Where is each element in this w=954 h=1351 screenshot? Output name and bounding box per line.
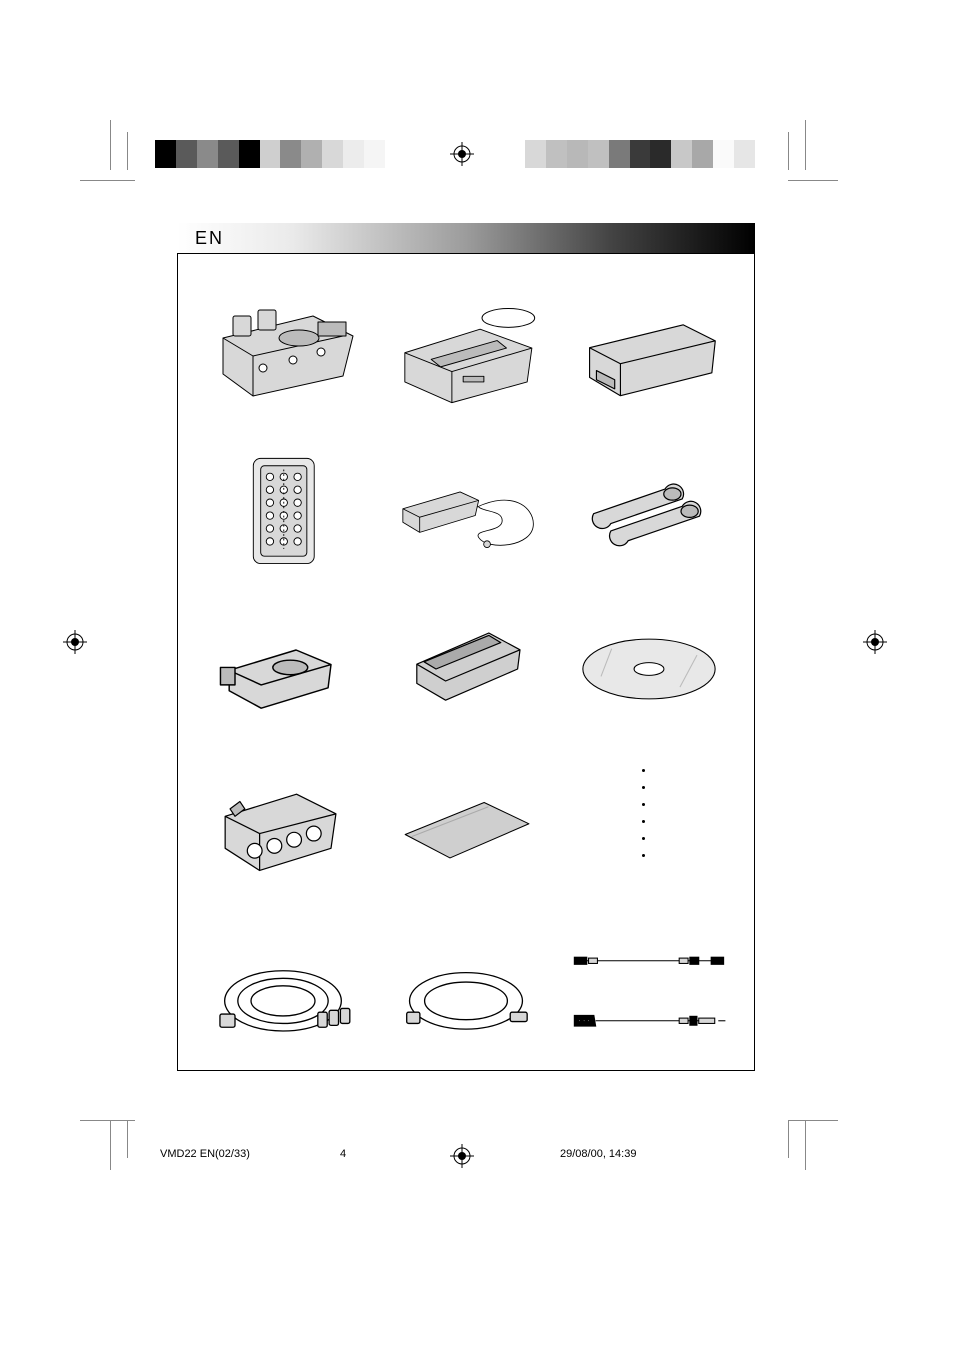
crop-mark	[127, 1120, 128, 1158]
color-bar-right	[525, 140, 755, 168]
item-small-cables	[557, 916, 740, 1066]
crop-mark	[788, 132, 789, 170]
item-dc-cable	[375, 916, 558, 1066]
note-bullet	[654, 830, 657, 847]
accessory-grid	[178, 254, 754, 916]
language-code: EN	[195, 228, 224, 249]
crop-mark	[110, 1120, 111, 1170]
crop-mark	[127, 132, 128, 170]
item-batteries	[557, 432, 740, 590]
item-multi-connector	[192, 748, 375, 906]
accessory-frame	[177, 253, 755, 1071]
item-remote-control	[192, 432, 375, 590]
notes-list	[557, 748, 740, 906]
item-docking-station	[192, 274, 375, 432]
item-battery-pack	[557, 274, 740, 432]
crop-mark	[805, 120, 806, 170]
page: EN	[0, 0, 954, 1351]
crop-mark	[110, 120, 111, 170]
item-card-with-cable	[375, 432, 558, 590]
stereo-mini-cable-icon	[569, 943, 729, 979]
item-cleaning-cloth	[375, 748, 558, 906]
header-band: EN	[177, 223, 755, 253]
color-bar-left	[155, 140, 385, 168]
crop-mark	[80, 1120, 135, 1121]
crop-mark	[805, 1120, 806, 1170]
note-bullet	[654, 762, 657, 779]
note-bullet	[654, 779, 657, 796]
crop-mark	[80, 180, 135, 181]
footer-doc-id: VMD22 EN(02/33)	[160, 1148, 250, 1160]
registration-mark-icon	[863, 630, 887, 654]
item-ac-adapter	[375, 274, 558, 432]
registration-mark-icon	[63, 630, 87, 654]
note-bullet	[654, 813, 657, 830]
item-sd-card	[375, 590, 558, 748]
item-cd-rom	[557, 590, 740, 748]
crop-mark	[788, 1120, 789, 1158]
note-bullet	[654, 847, 657, 864]
note-bullet	[654, 796, 657, 813]
serial-cable-icon	[569, 1003, 729, 1039]
crop-mark	[788, 1120, 838, 1121]
footer-datetime: 29/08/00, 14:39	[560, 1148, 636, 1160]
cable-row	[178, 916, 754, 1076]
registration-mark-icon	[450, 142, 474, 166]
item-multi-av-cable	[192, 916, 375, 1066]
item-dc-plug	[192, 590, 375, 748]
registration-mark-icon	[450, 1144, 474, 1168]
footer-page-number: 4	[340, 1148, 346, 1160]
crop-mark	[788, 180, 838, 181]
